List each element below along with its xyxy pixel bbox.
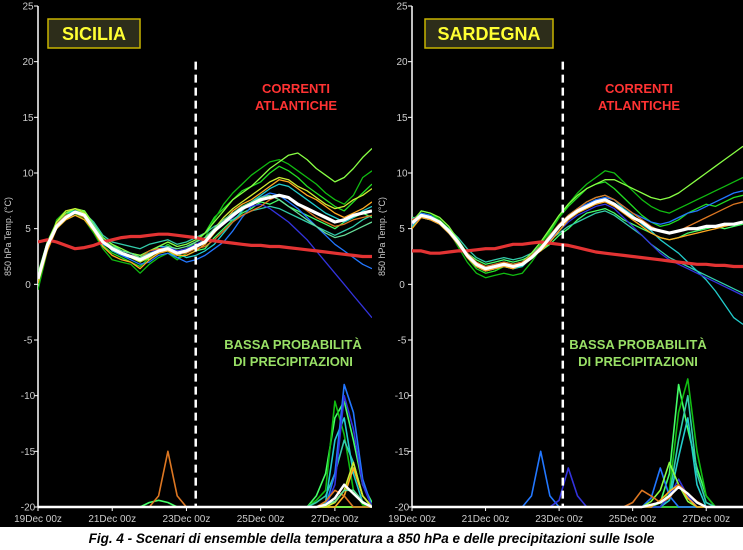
x-tick-label: 27Dec 00z	[682, 514, 730, 525]
temperature-member-line	[412, 170, 743, 279]
annotation-bassa-probabilita: DI PRECIPITAZIONI	[233, 354, 353, 369]
plot-area	[412, 145, 743, 509]
plot-area	[38, 148, 372, 509]
annotation-bassa-probabilita: BASSA PROBABILITÀ	[224, 337, 362, 352]
figure-caption: Fig. 4 - Scenari di ensemble della tempe…	[0, 527, 743, 550]
annotation-correnti-atlantiche: ATLANTICHE	[255, 98, 337, 113]
y-tick-label: -10	[395, 391, 410, 402]
panel-sardegna: 25 20 15 10 5 0 -5 -10 -15 -20 850 hPa Temp. (°C) 1…	[377, 2, 743, 525]
temperature-member-line	[412, 210, 743, 294]
annotation-correnti-atlantiche: CORRENTI	[262, 81, 330, 96]
x-tick-label: 23Dec 00z	[163, 514, 211, 525]
y-tick-label: 20	[22, 57, 34, 68]
x-tick-label: 25Dec 00z	[237, 514, 285, 525]
y-tick-label: 10	[22, 169, 34, 180]
y-axis-title: 850 hPa Temp. (°C)	[377, 197, 387, 276]
y-tick-label: 0	[399, 280, 405, 291]
y-tick-label: -10	[21, 391, 36, 402]
y-axis-title: 850 hPa Temp. (°C)	[3, 197, 13, 276]
y-tick-label: -15	[395, 447, 410, 458]
y-tick-label: 15	[22, 113, 34, 124]
region-title: SICILIA	[62, 24, 126, 44]
annotation-bassa-probabilita: DI PRECIPITAZIONI	[578, 354, 698, 369]
y-tick-label: 5	[25, 224, 31, 235]
y-tick-label: -15	[21, 447, 36, 458]
precip-mean-line	[412, 485, 743, 509]
temperature-member-line	[38, 194, 372, 279]
ensemble-mean-line	[38, 193, 372, 280]
y-tick-label: -5	[398, 336, 407, 347]
region-title-box	[47, 18, 141, 49]
y-tick-label: 20	[396, 57, 408, 68]
panel-sicilia: 25 20 15 10 5 0 -5 -10 -15 -20 850 hPa Temp. (°C) 1…	[3, 2, 372, 525]
x-tick-label: 19Dec 00z	[14, 514, 62, 525]
region-title: SARDEGNA	[437, 24, 540, 44]
x-tick-label: 21Dec 00z	[462, 514, 510, 525]
x-tick-label: 23Dec 00z	[535, 514, 583, 525]
ensemble-mean-line	[412, 198, 743, 271]
precip-mean-line	[38, 483, 372, 509]
y-tick-label: 25	[396, 2, 408, 13]
y-tick-label: 15	[396, 113, 408, 124]
annotation-correnti-atlantiche: CORRENTI	[605, 81, 673, 96]
y-tick-label: 10	[396, 169, 408, 180]
annotation-bassa-probabilita: BASSA PROBABILITÀ	[569, 337, 707, 352]
y-tick-label: 25	[22, 2, 34, 13]
annotation-correnti-atlantiche: ATLANTICHE	[598, 98, 680, 113]
x-tick-label: 19Dec 00z	[388, 514, 436, 525]
region-title-box	[424, 18, 554, 49]
y-tick-label: -20	[21, 503, 36, 514]
y-tick-label: -5	[24, 336, 33, 347]
y-tick-label: 0	[25, 280, 31, 291]
y-tick-label: 5	[399, 224, 405, 235]
x-tick-label: 25Dec 00z	[609, 514, 657, 525]
climatology-line	[412, 240, 743, 269]
figure-background	[0, 0, 743, 527]
y-tick-label: -20	[395, 503, 410, 514]
x-tick-label: 27Dec 00z	[311, 514, 359, 525]
x-tick-label: 21Dec 00z	[88, 514, 136, 525]
